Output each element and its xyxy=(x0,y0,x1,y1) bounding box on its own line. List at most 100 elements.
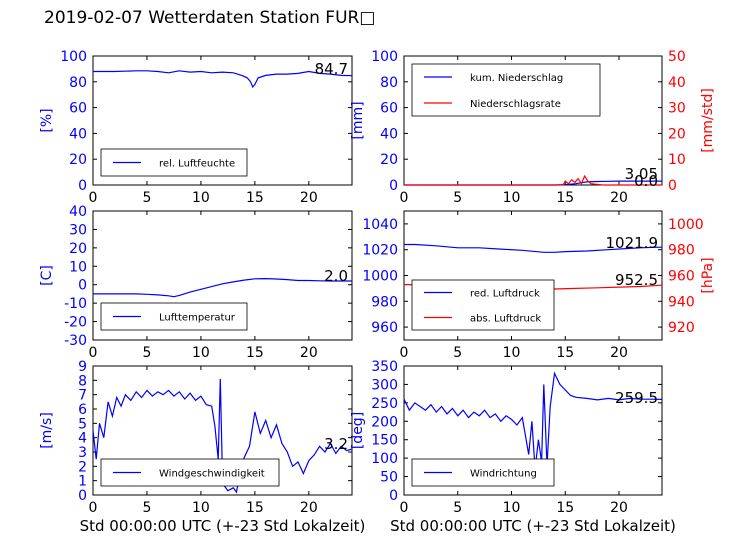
y-tick-label: 1040 xyxy=(362,217,398,233)
value-annotation: 3.05 xyxy=(625,165,658,183)
y-tick-label: 9 xyxy=(78,359,87,375)
y2-tick-label: 920 xyxy=(668,320,695,336)
y-tick-label: 7 xyxy=(78,388,87,404)
y-tick-label: 0 xyxy=(389,488,398,504)
y-tick-label: 3 xyxy=(78,445,87,461)
legend-label: Lufttemperatur xyxy=(159,313,236,324)
y2-axis-label: [mm/std] xyxy=(700,88,716,153)
y-tick-label: 960 xyxy=(371,320,398,336)
y-tick-label: 0 xyxy=(78,488,87,504)
y-tick-label: 300 xyxy=(371,377,398,393)
y-tick-label: 30 xyxy=(69,222,87,238)
legend-box xyxy=(411,279,555,331)
y-tick-label: 100 xyxy=(60,49,87,65)
x-tick-label: 0 xyxy=(400,190,409,206)
legend-label: rel. Luftfeuchte xyxy=(159,159,235,170)
y-tick-label: 60 xyxy=(69,101,87,117)
x-tick-label: 10 xyxy=(503,500,521,516)
y-tick-label: 60 xyxy=(380,101,398,117)
plot-area-3 xyxy=(92,210,353,341)
y-tick-label: 0 xyxy=(78,278,87,294)
y-tick-label: -20 xyxy=(64,315,87,331)
x-tick-label: 0 xyxy=(89,345,98,361)
value-annotation: 259.5 xyxy=(615,389,658,407)
y2-tick-label: 940 xyxy=(668,294,695,310)
y2-tick-label: 30 xyxy=(668,101,686,117)
x-tick-label: 20 xyxy=(300,190,318,206)
series-line xyxy=(404,174,662,186)
y-tick-label: 100 xyxy=(371,451,398,467)
y2-tick-label: 980 xyxy=(668,243,695,259)
x-tick-label: 15 xyxy=(556,345,574,361)
x-tick-label: 10 xyxy=(503,345,521,361)
y-tick-label: 980 xyxy=(371,294,398,310)
x-tick-label: 10 xyxy=(192,500,210,516)
y-tick-label: 150 xyxy=(371,433,398,449)
y-tick-label: 80 xyxy=(380,75,398,91)
legend-label: Windrichtung xyxy=(470,469,537,480)
y-tick-label: 0 xyxy=(389,178,398,194)
plot-area-6 xyxy=(403,365,663,496)
x-tick-label: 0 xyxy=(89,500,98,516)
x-tick-label: 15 xyxy=(556,190,574,206)
y2-tick-label: 40 xyxy=(668,75,686,91)
series-line xyxy=(92,378,353,494)
legend-label: Niederschlagsrate xyxy=(470,99,561,110)
x-tick-label: 10 xyxy=(192,345,210,361)
legend-box xyxy=(100,458,280,487)
x-axis-label: Std 00:00:00 UTC (+-23 Std Lokalzeit) xyxy=(390,517,676,535)
x-tick-label: 5 xyxy=(142,345,151,361)
x-tick-label: 0 xyxy=(400,500,409,516)
y2-tick-label: 0 xyxy=(668,178,677,194)
value-annotation: 0.0 xyxy=(634,172,658,190)
y-tick-label: 200 xyxy=(371,414,398,430)
y2-tick-label: 10 xyxy=(668,152,686,168)
x-tick-label: 20 xyxy=(300,345,318,361)
x-tick-label: 5 xyxy=(453,345,462,361)
y-tick-label: 1020 xyxy=(362,243,398,259)
y-tick-label: 2 xyxy=(78,459,87,475)
value-annotation: 3.2 xyxy=(324,435,348,453)
legend-label: red. Luftdruck xyxy=(470,289,540,300)
y-tick-label: 350 xyxy=(371,359,398,375)
y-tick-label: 20 xyxy=(380,152,398,168)
series-line xyxy=(93,70,353,89)
y-tick-label: 40 xyxy=(69,126,87,142)
x-tick-label: 20 xyxy=(610,345,628,361)
y-tick-label: 100 xyxy=(371,49,398,65)
y-tick-label: 80 xyxy=(69,75,87,91)
x-tick-label: 20 xyxy=(300,500,318,516)
x-tick-label: 10 xyxy=(503,190,521,206)
y-tick-label: 40 xyxy=(69,204,87,220)
legend-label: Windgeschwindigkeit xyxy=(159,469,265,480)
y-tick-label: 20 xyxy=(69,152,87,168)
y-tick-label: 6 xyxy=(78,402,87,418)
y-tick-label: 50 xyxy=(380,470,398,486)
y-axis-label: [C] xyxy=(39,265,55,286)
x-tick-label: 15 xyxy=(556,500,574,516)
y-tick-label: 10 xyxy=(69,259,87,275)
x-tick-label: 20 xyxy=(610,190,628,206)
series-line xyxy=(403,371,663,470)
x-tick-label: 0 xyxy=(89,190,98,206)
value-annotation: 84.7 xyxy=(315,60,348,78)
y-axis-label: [mm] xyxy=(350,101,366,139)
x-tick-label: 15 xyxy=(246,500,264,516)
x-tick-label: 0 xyxy=(400,345,409,361)
y-axis-label: [deg] xyxy=(350,412,366,449)
figure-title: 2019-02-07 Wetterdaten Station FUR□ xyxy=(44,8,376,28)
y-tick-label: -30 xyxy=(64,333,87,349)
series-line xyxy=(404,243,663,253)
y2-tick-label: 960 xyxy=(668,269,695,285)
x-tick-label: 15 xyxy=(246,345,264,361)
x-tick-label: 10 xyxy=(192,190,210,206)
y-tick-label: -10 xyxy=(64,296,87,312)
y-axis-label: [m/s] xyxy=(39,412,55,449)
value-annotation: 952.5 xyxy=(615,271,658,289)
y2-axis-label: [hPa] xyxy=(700,257,716,293)
y-tick-label: 5 xyxy=(78,416,87,432)
plot-area-1 xyxy=(92,55,353,186)
y-tick-label: 0 xyxy=(78,178,87,194)
